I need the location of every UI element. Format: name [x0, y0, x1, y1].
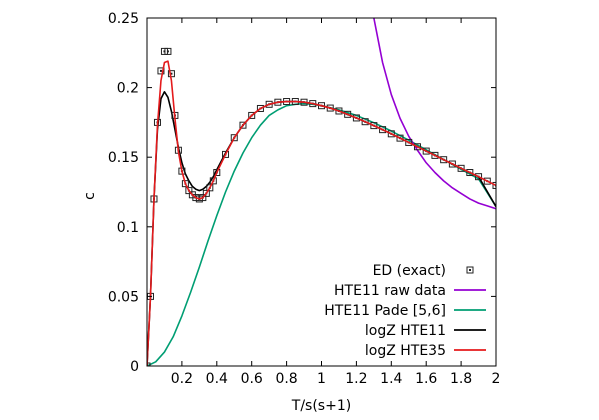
data-point — [492, 181, 496, 189]
legend-marker-dot — [469, 269, 471, 271]
x-tick-label: 0.2 — [171, 371, 193, 387]
legend-label: logZ HTE11 — [365, 323, 446, 339]
legend-label: ED (exact) — [373, 263, 446, 279]
data-point — [222, 150, 230, 158]
data-point — [457, 164, 465, 172]
data-point — [396, 134, 404, 142]
y-tick-label: 0.2 — [117, 81, 139, 97]
legend-entry: logZ HTE11 — [365, 323, 486, 339]
series-line-hte11-pade-5-6 — [147, 102, 496, 366]
data-point — [206, 184, 214, 192]
data-point — [164, 47, 172, 55]
legend-entry: HTE11 Pade [5,6] — [324, 303, 486, 319]
data-point — [344, 110, 352, 118]
series-line-hte11-raw-data — [373, 18, 496, 210]
data-point-dot — [159, 69, 162, 72]
series-logz-hte35 — [147, 60, 496, 366]
y-tick-label: 0.1 — [117, 220, 139, 236]
data-point — [352, 114, 360, 122]
data-point — [239, 121, 247, 129]
data-point — [335, 107, 343, 115]
series-hte11-pade-5-6 — [147, 102, 496, 366]
data-point — [230, 134, 238, 142]
legend-marker — [466, 266, 474, 274]
data-point — [440, 156, 448, 164]
data-point — [209, 177, 217, 185]
data-point — [422, 147, 430, 155]
x-tick-label: 1 — [317, 371, 326, 387]
series-hte11-raw-data — [373, 18, 496, 210]
x-axis-label: T/s(s+1) — [291, 398, 351, 414]
data-point — [181, 180, 189, 188]
y-tick-label: 0.05 — [108, 289, 139, 305]
legend-label: HTE11 Pade [5,6] — [324, 303, 446, 319]
legend-entry: ED (exact) — [373, 263, 474, 279]
data-point — [256, 104, 264, 112]
x-tick-label: 0.6 — [241, 371, 263, 387]
x-tick-label: 0.4 — [206, 371, 228, 387]
x-tick-label: 1.8 — [450, 371, 472, 387]
data-point-dot — [166, 50, 169, 53]
data-point — [213, 169, 221, 177]
ticks-layer: 0.2 0.4 0.6 0.8 1 1.2 1.4 1.6 1.8 2 0 0.05 0.1 0.15 0.… — [108, 11, 501, 387]
y-tick-label: 0.25 — [108, 11, 139, 27]
data-point — [466, 169, 474, 177]
data-point — [483, 177, 491, 185]
y-tick-label: 0 — [130, 359, 139, 375]
legend-entry: HTE11 raw data — [334, 283, 486, 299]
data-point — [405, 138, 413, 146]
x-tick-label: 1.2 — [345, 371, 367, 387]
data-point — [413, 143, 421, 151]
data-point — [475, 173, 483, 181]
data-point — [387, 130, 395, 138]
y-axis-label: c — [82, 192, 98, 200]
legend: ED (exact) HTE11 raw data HTE11 Pade [5,6]… — [324, 263, 486, 359]
series-ed-exact — [147, 47, 496, 366]
x-tick-label: 2 — [492, 371, 501, 387]
legend-entry: logZ HTE35 — [365, 343, 486, 359]
y-tick-label: 0.15 — [108, 150, 139, 166]
x-tick-label: 1.4 — [380, 371, 402, 387]
x-tick-label: 0.8 — [275, 371, 297, 387]
series-line-logz-hte35 — [147, 60, 496, 366]
data-point — [431, 151, 439, 159]
legend-label: logZ HTE35 — [365, 343, 446, 359]
data-point — [157, 67, 165, 75]
legend-label: HTE11 raw data — [334, 283, 446, 299]
data-point — [370, 122, 378, 130]
data-point — [361, 118, 369, 126]
data-point — [448, 160, 456, 168]
data-point — [379, 126, 387, 134]
series-layer — [147, 18, 496, 366]
x-tick-label: 1.6 — [415, 371, 437, 387]
data-point-dot — [170, 72, 173, 75]
data-point — [248, 111, 256, 119]
